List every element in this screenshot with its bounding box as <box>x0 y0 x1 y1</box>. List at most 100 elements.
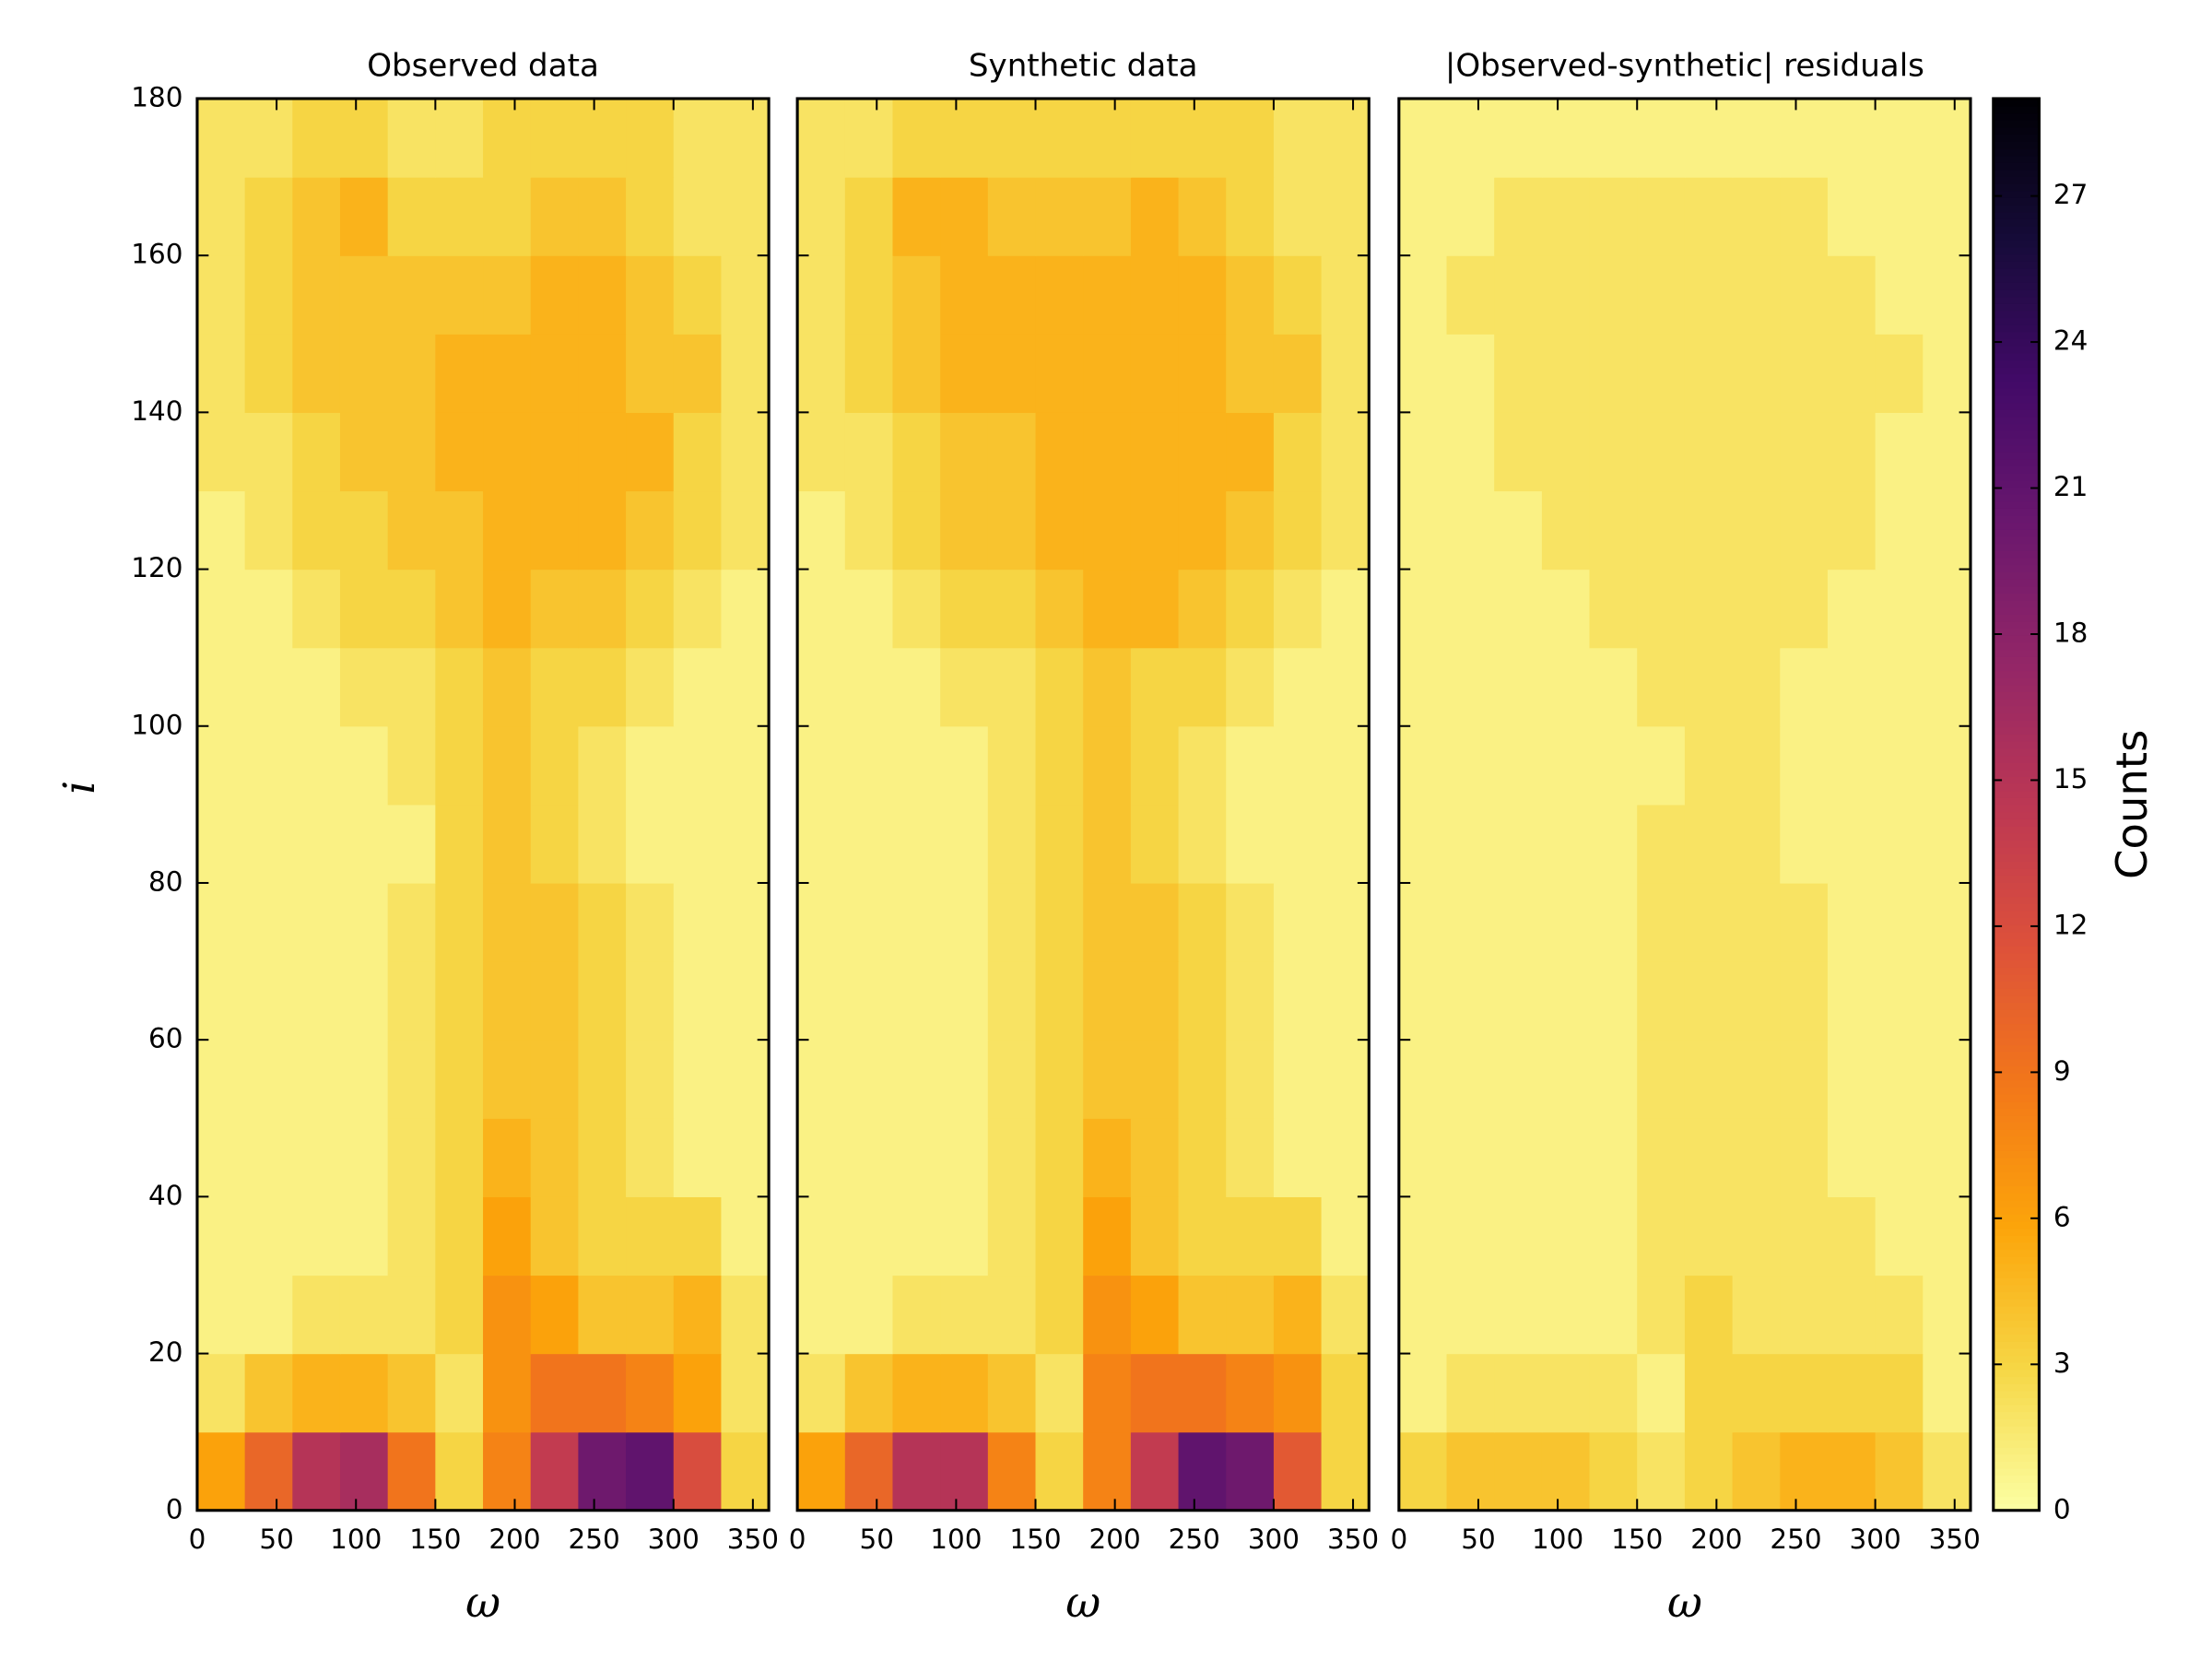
heatmap-cell <box>1494 1353 1543 1433</box>
heatmap-cell <box>1780 569 1829 649</box>
heatmap-cell <box>1589 1196 1638 1277</box>
colorbar-gradient <box>1993 1185 2040 1194</box>
heatmap-cell <box>1780 1196 1829 1277</box>
heatmap-cell <box>1446 1275 1495 1355</box>
colorbar-gradient <box>1993 769 2040 778</box>
colorbar-tick-label: 12 <box>2053 909 2088 940</box>
heatmap-cell <box>1130 804 1180 884</box>
heatmap-cell <box>1637 961 1686 1041</box>
heatmap-cell <box>987 1196 1037 1277</box>
colorbar-gradient <box>1993 218 2040 227</box>
heatmap-cell <box>578 1196 627 1277</box>
heatmap-cell <box>244 961 293 1041</box>
heatmap-cell <box>721 961 770 1041</box>
heatmap-cell <box>1732 334 1781 413</box>
heatmap-cell <box>1494 98 1543 178</box>
heatmap-cell <box>1398 255 1448 335</box>
colorbar-gradient <box>1993 1122 2040 1130</box>
heatmap-cell <box>387 412 436 492</box>
heatmap-cell <box>483 961 532 1041</box>
colorbar-gradient <box>1993 952 2040 961</box>
heatmap-cell <box>1446 569 1495 649</box>
heatmap-cell <box>1130 255 1180 335</box>
heatmap-cell <box>844 1196 894 1277</box>
heatmap-cell <box>844 490 894 571</box>
heatmap-cell <box>1226 882 1275 962</box>
heatmap-cell <box>483 1196 532 1277</box>
heatmap-cell <box>339 725 389 806</box>
heatmap-cell <box>1732 804 1781 884</box>
heatmap-cell <box>1035 1275 1084 1355</box>
colorbar-gradient <box>1993 402 2040 410</box>
heatmap-cell <box>1780 961 1829 1041</box>
heatmap-cell <box>1684 725 1734 806</box>
heatmap-cell <box>1130 177 1180 256</box>
heatmap-cell <box>435 882 484 962</box>
heatmap-cell <box>673 882 723 962</box>
colorbar-gradient <box>1993 147 2040 157</box>
heatmap-cell <box>483 647 532 727</box>
heatmap-cell <box>292 647 341 727</box>
heatmap-cell <box>673 98 723 178</box>
heatmap-cell <box>1684 255 1734 335</box>
colorbar-gradient <box>1993 1425 2040 1434</box>
heatmap-cell <box>483 412 532 492</box>
heatmap-cell <box>797 882 846 962</box>
colorbar-gradient <box>1993 691 2040 700</box>
colorbar-gradient <box>1993 1382 2040 1392</box>
heatmap-cell <box>435 569 484 649</box>
heatmap-cell <box>1321 1118 1370 1197</box>
heatmap-cell <box>1637 1431 1686 1512</box>
colorbar-gradient <box>1993 557 2040 566</box>
heatmap-cell <box>196 961 246 1041</box>
plot-frame <box>795 97 1371 1512</box>
heatmap-cell <box>1541 490 1591 571</box>
colorbar-gradient <box>1993 832 2040 841</box>
heatmap-cell <box>721 255 770 335</box>
colorbar-gradient <box>1993 1100 2040 1109</box>
colorbar-gradient <box>1993 204 2040 213</box>
x-tick-label: 350 <box>727 1524 779 1555</box>
heatmap-cell <box>844 804 894 884</box>
heatmap-cell <box>626 961 675 1041</box>
heatmap-cell <box>292 334 341 413</box>
heatmap-cell <box>1827 255 1877 335</box>
colorbar-gradient <box>1993 437 2040 446</box>
colorbar-gradient <box>1993 1432 2040 1441</box>
heatmap-cell <box>673 725 723 806</box>
heatmap-cell <box>1875 412 1924 492</box>
heatmap-cell <box>387 177 436 256</box>
heatmap-cell <box>1875 1431 1924 1512</box>
colorbar-gradient <box>1993 882 2040 890</box>
heatmap-cell <box>530 177 580 256</box>
colorbar-gradient <box>1993 635 2040 643</box>
colorbar-gradient <box>1993 946 2040 954</box>
heatmap-cell <box>1035 569 1084 649</box>
heatmap-cell <box>1780 725 1829 806</box>
heatmap-cell <box>1226 1040 1275 1119</box>
heatmap-cell <box>1494 1431 1543 1512</box>
heatmap-cell <box>1875 334 1924 413</box>
colorbar-gradient <box>1993 606 2040 615</box>
heatmap-cell <box>1273 412 1323 492</box>
heatmap-cell <box>1226 725 1275 806</box>
colorbar-gradient <box>1993 423 2040 431</box>
colorbar-gradient <box>1993 649 2040 657</box>
heatmap-cell <box>673 1040 723 1119</box>
colorbar-gradient <box>1993 352 2040 361</box>
colorbar-gradient <box>1993 317 2040 325</box>
colorbar-gradient <box>1993 747 2040 757</box>
heatmap-cell <box>1827 647 1877 727</box>
colorbar-gradient <box>1993 472 2040 481</box>
heatmap-cell <box>1273 1196 1323 1277</box>
heatmap-cell <box>1226 1196 1275 1277</box>
heatmap-cell <box>673 569 723 649</box>
heatmap-cell <box>1446 255 1495 335</box>
heatmap-cell <box>1321 1431 1370 1512</box>
colorbar-gradient <box>1993 641 2040 651</box>
colorbar-gradient <box>1993 1496 2040 1504</box>
heatmap-cell <box>1321 98 1370 178</box>
heatmap-cell <box>1035 1431 1084 1512</box>
heatmap-cell <box>578 961 627 1041</box>
heatmap-cell <box>892 1118 941 1197</box>
